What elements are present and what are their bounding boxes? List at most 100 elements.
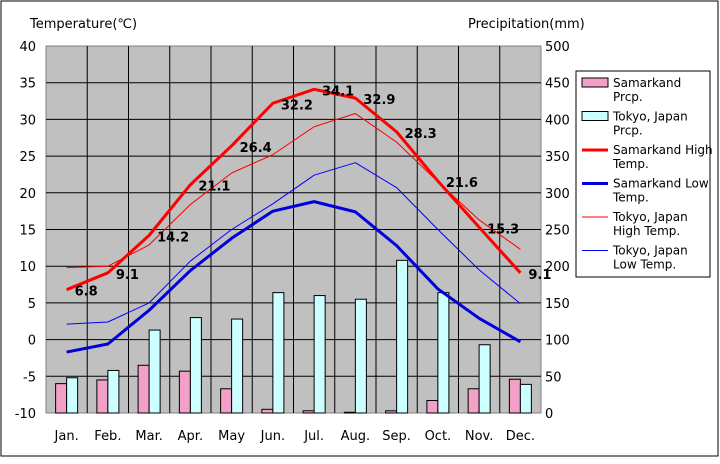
legend-samarkand-high-label: Samarkand High <box>613 143 713 157</box>
legend-samarkand-low-label: Samarkand Low <box>613 177 709 191</box>
x-tick-label: Nov. <box>465 429 494 444</box>
legend-box <box>575 70 711 278</box>
x-tick-label: Jul. <box>303 429 324 444</box>
samarkand-precip-bar <box>55 383 68 414</box>
samarkand-high-line <box>66 87 522 292</box>
samarkand-precip-bar <box>137 364 150 414</box>
samarkand-low-line <box>66 200 522 354</box>
tokyo-precip-bar <box>437 292 450 414</box>
samarkand-high-data-label: 32.2 <box>281 98 313 113</box>
right-tick-label: 200 <box>545 260 570 275</box>
right-tick-label: 50 <box>545 370 562 385</box>
samarkand-precip-bar <box>508 378 521 414</box>
right-tick-label: 300 <box>545 187 570 202</box>
samarkand-high-data-label: 9.1 <box>528 268 551 283</box>
samarkand-precip-bar <box>426 400 439 414</box>
x-tick-label: Feb. <box>94 429 121 444</box>
x-axis-ticks: Jan. Feb. Mar. Apr. May Jun. Jul. Aug. Sep. Oct. N… <box>54 429 535 444</box>
samarkand-high-data-label: 21.1 <box>198 180 230 195</box>
right-tick-label: 100 <box>545 334 570 349</box>
right-axis-title: Precipitation(mm) <box>468 17 585 32</box>
legend-tokyo-low-label: Low Temp. <box>613 258 676 272</box>
tokyo-precip-bar <box>478 344 491 414</box>
grid-lines <box>46 46 541 413</box>
samarkand-high-data-label: 34.1 <box>322 84 354 99</box>
samarkand-precip-bar <box>385 410 398 414</box>
legend-tokyo-prcp-label: Tokyo, Japan <box>612 110 688 124</box>
legend-samarkand-prcp-swatch <box>581 77 609 88</box>
left-tick-label: -10 <box>15 407 36 422</box>
legend-samarkand-prcp-label: Samarkand <box>613 76 681 90</box>
left-tick-label: 20 <box>19 187 36 202</box>
samarkand-precip-bar <box>96 379 109 414</box>
samarkand-precip-bar <box>467 388 480 414</box>
samarkand-high-data-label: 9.1 <box>116 268 139 283</box>
samarkand-precip-bar <box>220 388 233 414</box>
legend-samarkand-prcp-label: Prcp. <box>613 90 643 104</box>
right-tick-label: 400 <box>545 113 570 128</box>
right-tick-label: 500 <box>545 40 570 55</box>
samarkand-high-data-label: 28.3 <box>405 127 437 142</box>
left-tick-label: 5 <box>28 297 36 312</box>
left-tick-label: 15 <box>19 224 36 239</box>
legend-tokyo-high-label: Tokyo, Japan <box>612 210 688 224</box>
legend-samarkand-high-label: Temp. <box>612 157 649 171</box>
samarkand-precip-bar <box>343 411 356 414</box>
tokyo-precip-bar <box>189 317 202 414</box>
legend-tokyo-low-label: Tokyo, Japan <box>612 244 688 258</box>
left-tick-label: 40 <box>19 40 36 55</box>
samarkand-high-data-label: 6.8 <box>75 285 98 300</box>
x-tick-label: May <box>218 429 245 444</box>
left-axis-ticks: 40 35 30 25 20 15 10 5 0 -5 -10 <box>15 40 36 422</box>
left-tick-label: 0 <box>28 334 36 349</box>
left-tick-label: 25 <box>19 150 36 165</box>
x-tick-label: Apr. <box>178 429 203 444</box>
tokyo-low-line <box>66 162 521 325</box>
tokyo-precip-bar <box>313 295 326 414</box>
legend-tokyo-high-label: High Temp. <box>613 224 680 238</box>
tokyo-precip-bar <box>107 369 120 414</box>
precipitation-bars <box>55 259 532 414</box>
samarkand-precip-bar <box>302 410 315 414</box>
left-tick-label: -5 <box>23 370 36 385</box>
samarkand-high-data-label: 32.9 <box>363 93 395 108</box>
x-tick-label: Dec. <box>506 429 535 444</box>
tokyo-precip-bar <box>272 292 285 414</box>
x-tick-label: Jun. <box>260 429 285 444</box>
x-tick-label: Aug. <box>341 429 371 444</box>
right-tick-label: 250 <box>545 224 570 239</box>
legend-tokyo-prcp-label: Prcp. <box>613 124 643 138</box>
samarkand-precip-bar <box>261 408 274 414</box>
samarkand-high-data-label: 26.4 <box>240 141 272 156</box>
tokyo-precip-bar <box>354 298 367 414</box>
right-tick-label: 350 <box>545 150 570 165</box>
left-tick-label: 10 <box>19 260 36 275</box>
temperature-lines <box>66 87 522 354</box>
tokyo-precip-bar <box>148 329 161 414</box>
tokyo-precip-bar <box>66 377 79 414</box>
right-tick-label: 0 <box>545 407 553 422</box>
x-tick-label: Jan. <box>54 429 79 444</box>
tokyo-precip-bar <box>519 383 532 414</box>
right-tick-label: 150 <box>545 297 570 312</box>
left-axis-title: Temperature(℃) <box>29 17 137 32</box>
left-tick-label: 30 <box>19 113 36 128</box>
legend-samarkand-low-label: Temp. <box>612 191 649 205</box>
tokyo-precip-bar <box>396 259 409 414</box>
legend-tokyo-prcp-swatch <box>581 111 609 121</box>
data-labels: 6.8 9.1 14.2 21.1 26.4 32.2 34.1 32.9 28.3 21.6 15… <box>75 84 552 299</box>
samarkand-high-data-label: 14.2 <box>157 230 189 245</box>
x-tick-label: Sep. <box>382 429 411 444</box>
samarkand-precip-bar <box>178 370 191 414</box>
right-tick-label: 450 <box>545 77 570 92</box>
x-tick-label: Oct. <box>425 429 452 444</box>
tokyo-precip-bar <box>231 318 244 414</box>
samarkand-high-data-label: 21.6 <box>446 176 478 191</box>
left-tick-label: 35 <box>19 77 36 92</box>
samarkand-high-data-label: 15.3 <box>487 222 519 237</box>
x-tick-label: Mar. <box>135 429 162 444</box>
